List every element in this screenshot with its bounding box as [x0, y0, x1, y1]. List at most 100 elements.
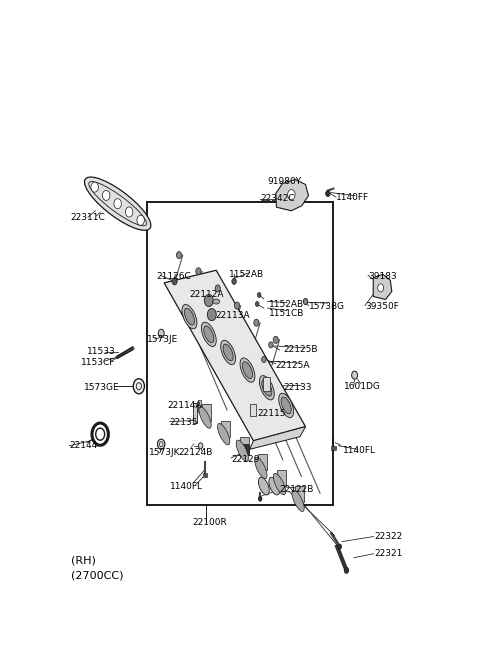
Circle shape [157, 440, 165, 449]
Circle shape [125, 207, 133, 217]
Ellipse shape [204, 326, 214, 343]
Text: 22113A: 22113A [216, 311, 250, 320]
Circle shape [234, 302, 240, 309]
Text: 22144: 22144 [69, 441, 97, 450]
Text: 22114A: 22114A [167, 401, 202, 410]
Text: 22125A: 22125A [276, 360, 310, 369]
Circle shape [158, 329, 164, 337]
Text: 1573JE: 1573JE [147, 335, 179, 345]
Text: 22122B: 22122B [279, 485, 314, 494]
Ellipse shape [281, 397, 291, 414]
Text: 1151CB: 1151CB [269, 309, 304, 318]
Circle shape [269, 342, 273, 348]
Ellipse shape [236, 440, 249, 462]
Ellipse shape [213, 299, 219, 304]
Ellipse shape [184, 309, 194, 325]
Circle shape [273, 336, 278, 343]
Text: 22322: 22322 [374, 532, 403, 541]
Ellipse shape [292, 490, 304, 512]
Circle shape [325, 191, 330, 196]
Bar [296, 486, 304, 502]
Text: 22133: 22133 [283, 383, 312, 392]
Circle shape [255, 301, 259, 307]
Text: 22112A: 22112A [190, 290, 224, 299]
Circle shape [198, 443, 203, 449]
Ellipse shape [217, 423, 230, 445]
Circle shape [91, 182, 98, 192]
Text: 22124B: 22124B [178, 448, 213, 457]
Polygon shape [276, 179, 309, 211]
Circle shape [215, 285, 220, 292]
Text: (RH): (RH) [71, 555, 96, 565]
Text: 22342C: 22342C [260, 194, 295, 203]
Text: 1140FF: 1140FF [336, 193, 369, 202]
Circle shape [196, 268, 201, 275]
Circle shape [258, 496, 262, 501]
Bar [250, 404, 256, 415]
Circle shape [338, 544, 342, 549]
Bar [147, 202, 334, 505]
Circle shape [114, 198, 121, 209]
Ellipse shape [259, 375, 274, 400]
Circle shape [207, 309, 216, 321]
Polygon shape [250, 426, 305, 449]
Polygon shape [373, 274, 392, 299]
Ellipse shape [255, 457, 267, 479]
Ellipse shape [273, 474, 286, 495]
Circle shape [344, 567, 348, 573]
Circle shape [303, 299, 308, 305]
Circle shape [172, 278, 177, 285]
Circle shape [257, 292, 261, 297]
Text: 1152AB: 1152AB [229, 270, 264, 279]
Ellipse shape [242, 362, 252, 379]
Bar [258, 454, 267, 470]
Bar [242, 444, 249, 455]
Ellipse shape [262, 379, 272, 396]
Bar [240, 437, 249, 453]
Ellipse shape [258, 477, 269, 495]
Circle shape [133, 379, 144, 394]
Text: 22129: 22129 [231, 455, 260, 464]
Circle shape [262, 356, 266, 363]
Circle shape [352, 371, 358, 379]
Ellipse shape [223, 344, 233, 361]
Text: 1140FL: 1140FL [170, 481, 203, 491]
Text: 1573JK: 1573JK [149, 448, 181, 457]
Bar [203, 404, 211, 421]
Circle shape [254, 319, 259, 326]
Text: 21126C: 21126C [156, 272, 191, 281]
Text: 1573GE: 1573GE [84, 383, 120, 392]
Text: 22321: 22321 [374, 549, 403, 558]
Circle shape [137, 215, 144, 225]
Text: 11533: 11533 [87, 347, 116, 356]
Text: 39183: 39183 [368, 272, 397, 281]
Text: 1153CF: 1153CF [81, 358, 115, 367]
Bar [221, 421, 230, 437]
Bar [198, 400, 202, 413]
Text: 1601DG: 1601DG [344, 382, 380, 391]
Ellipse shape [182, 305, 197, 329]
Text: 1152AB: 1152AB [269, 300, 304, 309]
Bar [331, 446, 336, 450]
Ellipse shape [199, 407, 211, 428]
Bar [203, 473, 207, 477]
Text: 22125B: 22125B [283, 345, 318, 354]
Text: 22311C: 22311C [71, 213, 105, 222]
Text: 91980Y: 91980Y [267, 178, 302, 187]
Circle shape [177, 252, 181, 259]
Bar [193, 403, 197, 422]
Text: 22135: 22135 [170, 418, 198, 427]
Text: 1140FL: 1140FL [343, 446, 376, 455]
Ellipse shape [84, 177, 151, 231]
Ellipse shape [202, 322, 216, 346]
Circle shape [102, 191, 110, 200]
Circle shape [204, 295, 213, 307]
Circle shape [288, 189, 295, 200]
Bar [263, 377, 270, 391]
Text: 1573BG: 1573BG [309, 302, 345, 311]
Polygon shape [164, 271, 305, 441]
Text: 39350F: 39350F [365, 302, 399, 311]
Bar [277, 470, 286, 486]
Ellipse shape [269, 477, 280, 495]
Ellipse shape [240, 358, 255, 383]
